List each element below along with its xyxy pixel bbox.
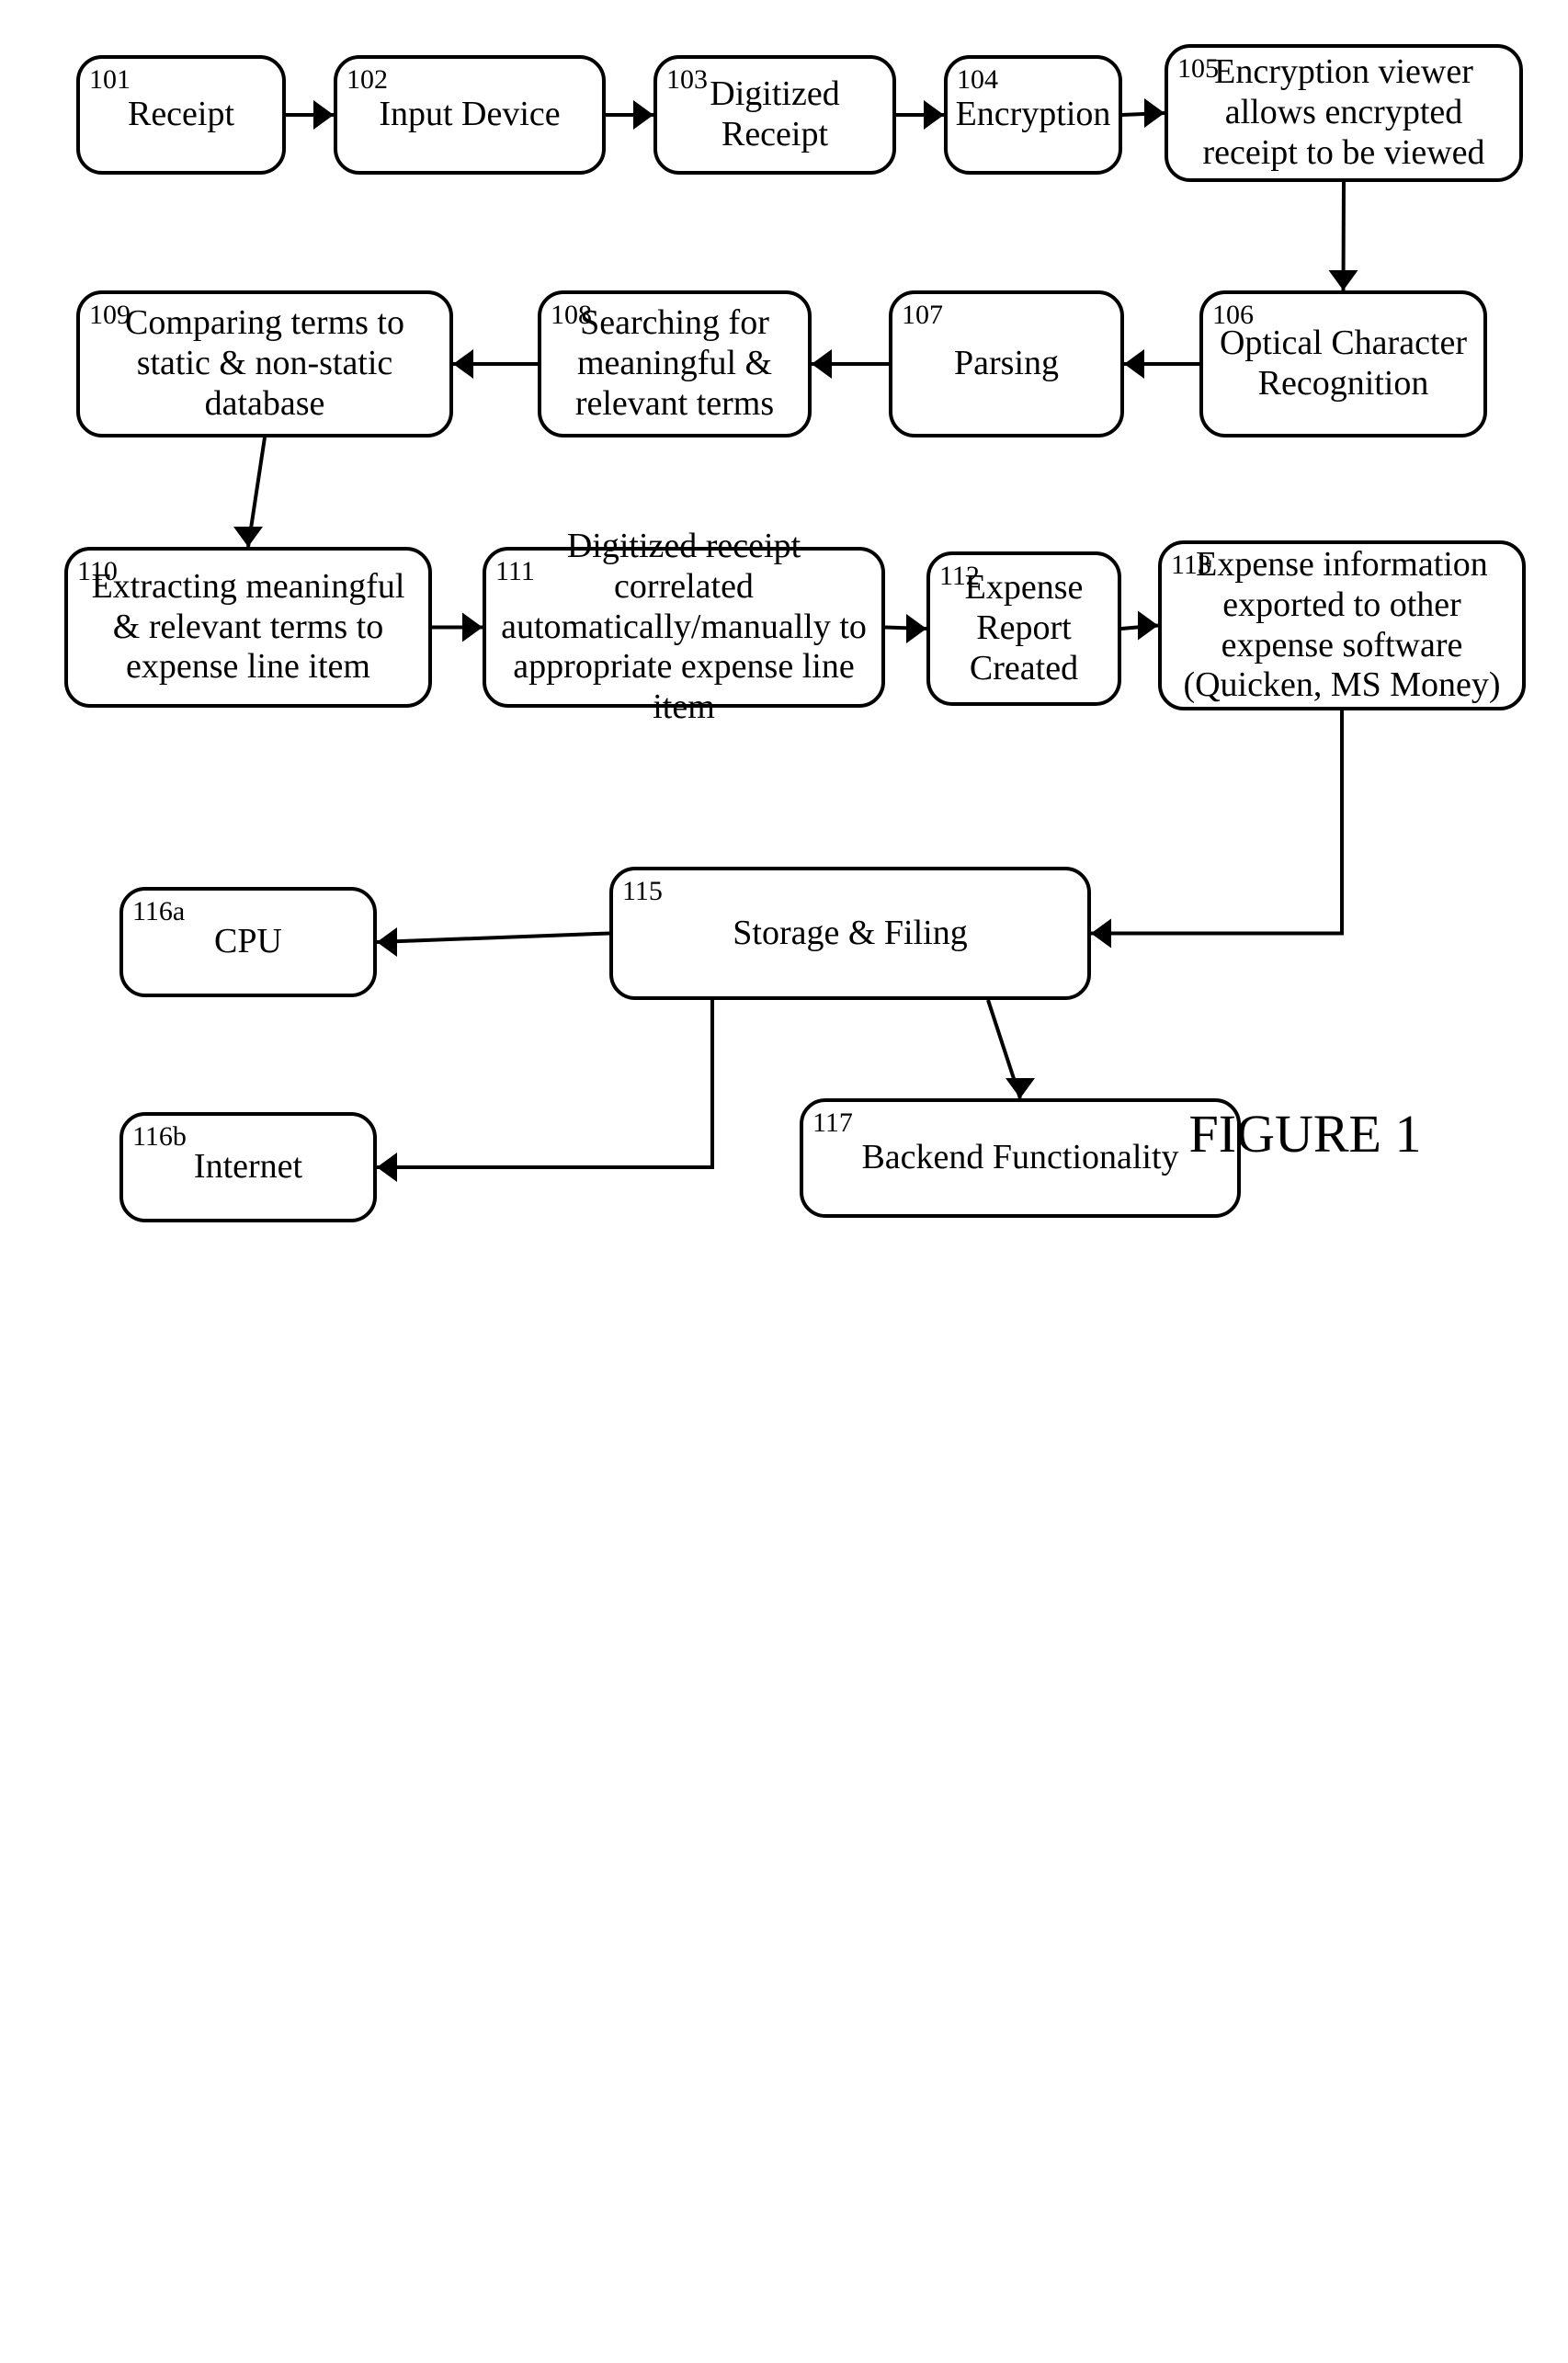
node-number: 111 [495,556,535,588]
node-label: CPU [207,922,290,962]
node-number: 108 [551,300,592,332]
flow-node-n101: 101Receipt [76,55,286,175]
flow-node-n113: 113Expense information exported to other… [1158,540,1526,710]
node-label: Encryption viewer allows encrypted recei… [1168,52,1519,173]
node-label: Digitized receipt correlated automatical… [486,527,881,727]
node-number: 116a [132,896,185,928]
node-label: Input Device [371,95,567,135]
flow-node-n108: 108Searching for meaningful & relevant t… [538,290,812,437]
node-number: 101 [89,64,131,97]
flow-node-n111: 111Digitized receipt correlated automati… [483,547,885,708]
node-number: 105 [1177,53,1219,85]
node-number: 115 [622,876,663,908]
node-number: 103 [666,64,708,97]
flow-node-n102: 102Input Device [334,55,606,175]
flow-node-n109: 109Comparing terms to static & non-stati… [76,290,453,437]
node-number: 110 [77,556,118,588]
node-label: Encryption [949,95,1119,135]
node-number: 112 [939,561,980,593]
flow-node-n105: 105Encryption viewer allows encrypted re… [1165,44,1523,182]
node-number: 109 [89,300,131,332]
node-label: Storage & Filing [725,914,974,954]
flow-node-n116b: 116bInternet [119,1112,377,1222]
flow-node-n115: 115 Storage & Filing [609,867,1091,1000]
node-number: 116b [132,1121,187,1153]
node-label: Internet [187,1147,310,1187]
flow-node-n103: 103Digitized Receipt [653,55,896,175]
node-label: Expense information exported to other ex… [1162,545,1522,706]
node-label: Receipt [120,95,242,135]
node-number: 104 [957,64,998,97]
flow-node-n104: 104Encryption [944,55,1122,175]
flow-node-n107: 107Parsing [889,290,1124,437]
node-label: Extracting meaningful & relevant terms t… [68,567,428,687]
flow-node-n112: 112Expense Report Created [926,551,1121,706]
node-number: 107 [902,300,943,332]
node-label: Optical Character Recognition [1203,324,1483,403]
node-label: Parsing [947,344,1066,384]
node-label: Comparing terms to static & non-static d… [80,303,449,424]
flow-node-n110: 110Extracting meaningful & relevant term… [64,547,432,708]
node-number: 102 [347,64,388,97]
figure-label: FIGURE 1 [1066,1103,1544,1164]
node-number: 117 [812,1108,853,1140]
node-number: 106 [1212,300,1254,332]
flow-node-n116a: 116a CPU [119,887,377,997]
flow-node-n106: 106Optical Character Recognition [1199,290,1487,437]
node-number: 113 [1171,550,1211,582]
